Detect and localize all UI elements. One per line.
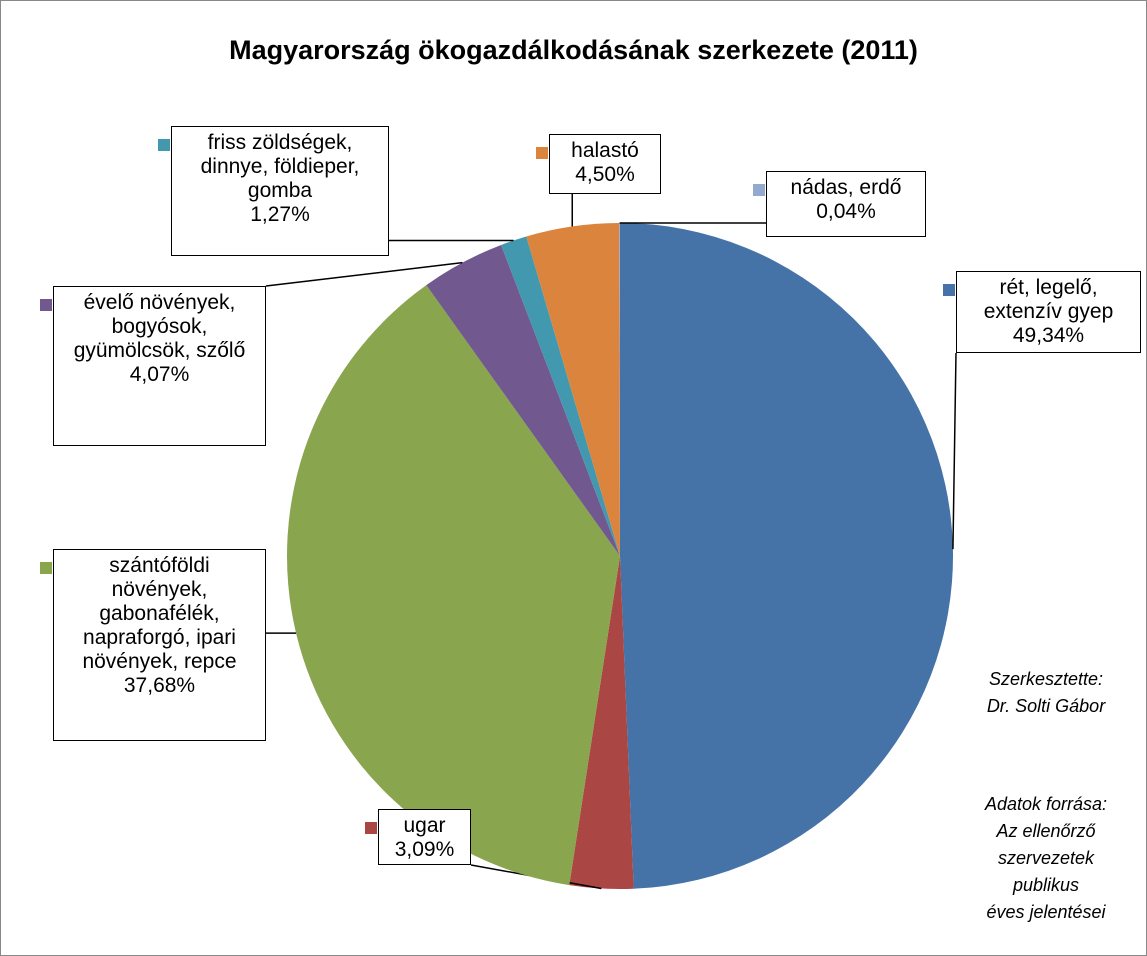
pie-slice bbox=[526, 223, 620, 557]
chart-title: Magyarország ökogazdálkodásának szerkeze… bbox=[229, 35, 918, 65]
annotation-line: publikus bbox=[1012, 875, 1080, 895]
legend-key bbox=[536, 147, 548, 159]
pie-slice bbox=[426, 244, 620, 556]
legend-key bbox=[40, 562, 52, 574]
data-label: nádas, erdő 0,04% bbox=[766, 171, 926, 237]
label-name: nádas, erdő bbox=[790, 176, 902, 199]
label-value: 1,27% bbox=[250, 203, 310, 226]
data-label: szántóföldi növények, gabonafélék, napra… bbox=[53, 549, 266, 741]
legend-key bbox=[365, 822, 377, 834]
annotation-line: éves jelentései bbox=[986, 902, 1106, 922]
data-label: rét, legelő, extenzív gyep 49,34% bbox=[956, 271, 1141, 353]
legend-key bbox=[40, 299, 52, 311]
label-name: szántóföldi növények, gabonafélék, napra… bbox=[82, 554, 237, 673]
pie-slice bbox=[569, 556, 634, 889]
annotation-line: Az ellenőrző bbox=[996, 821, 1096, 841]
data-label: halastó 4,50% bbox=[549, 134, 661, 194]
label-name: évelő növények, bogyósok, gyümölcsök, sz… bbox=[73, 291, 246, 362]
leader-line bbox=[952, 352, 957, 550]
label-value: 3,09% bbox=[394, 838, 455, 861]
label-value: 0,04% bbox=[816, 200, 876, 223]
pie-slice bbox=[620, 223, 953, 889]
annotation: Szerkesztette: Dr. Solti Gábor bbox=[951, 666, 1141, 720]
pie-slice bbox=[619, 223, 620, 556]
annotation: Adatok forrása: Az ellenőrző szervezetek pu… bbox=[951, 791, 1141, 926]
label-value: 4,07% bbox=[129, 363, 190, 386]
label-name: halastó bbox=[571, 139, 639, 162]
legend-key bbox=[943, 284, 955, 296]
data-label: évelő növények, bogyósok, gyümölcsök, sz… bbox=[53, 286, 266, 446]
annotation-line: Szerkesztette: bbox=[988, 669, 1104, 689]
annotation-line: Dr. Solti Gábor bbox=[986, 696, 1106, 716]
data-label: friss zöldségek, dinnye, földieper, gomb… bbox=[171, 126, 389, 256]
data-label: ugar 3,09% bbox=[378, 809, 471, 865]
label-value: 49,34% bbox=[1012, 324, 1085, 347]
annotation-line: szervezetek bbox=[997, 848, 1095, 868]
legend-key bbox=[158, 139, 170, 151]
legend-key bbox=[753, 184, 765, 196]
label-name: friss zöldségek, dinnye, földieper, gomb… bbox=[200, 131, 360, 202]
label-name: rét, legelő, extenzív gyep bbox=[983, 276, 1114, 323]
leader-line bbox=[265, 261, 463, 287]
label-name: ugar bbox=[403, 814, 446, 837]
label-value: 37,68% bbox=[123, 674, 196, 697]
pie-slice bbox=[287, 285, 620, 886]
annotation-line: Adatok forrása: bbox=[984, 794, 1108, 814]
pie-slice bbox=[501, 236, 620, 556]
label-value: 4,50% bbox=[575, 163, 635, 186]
